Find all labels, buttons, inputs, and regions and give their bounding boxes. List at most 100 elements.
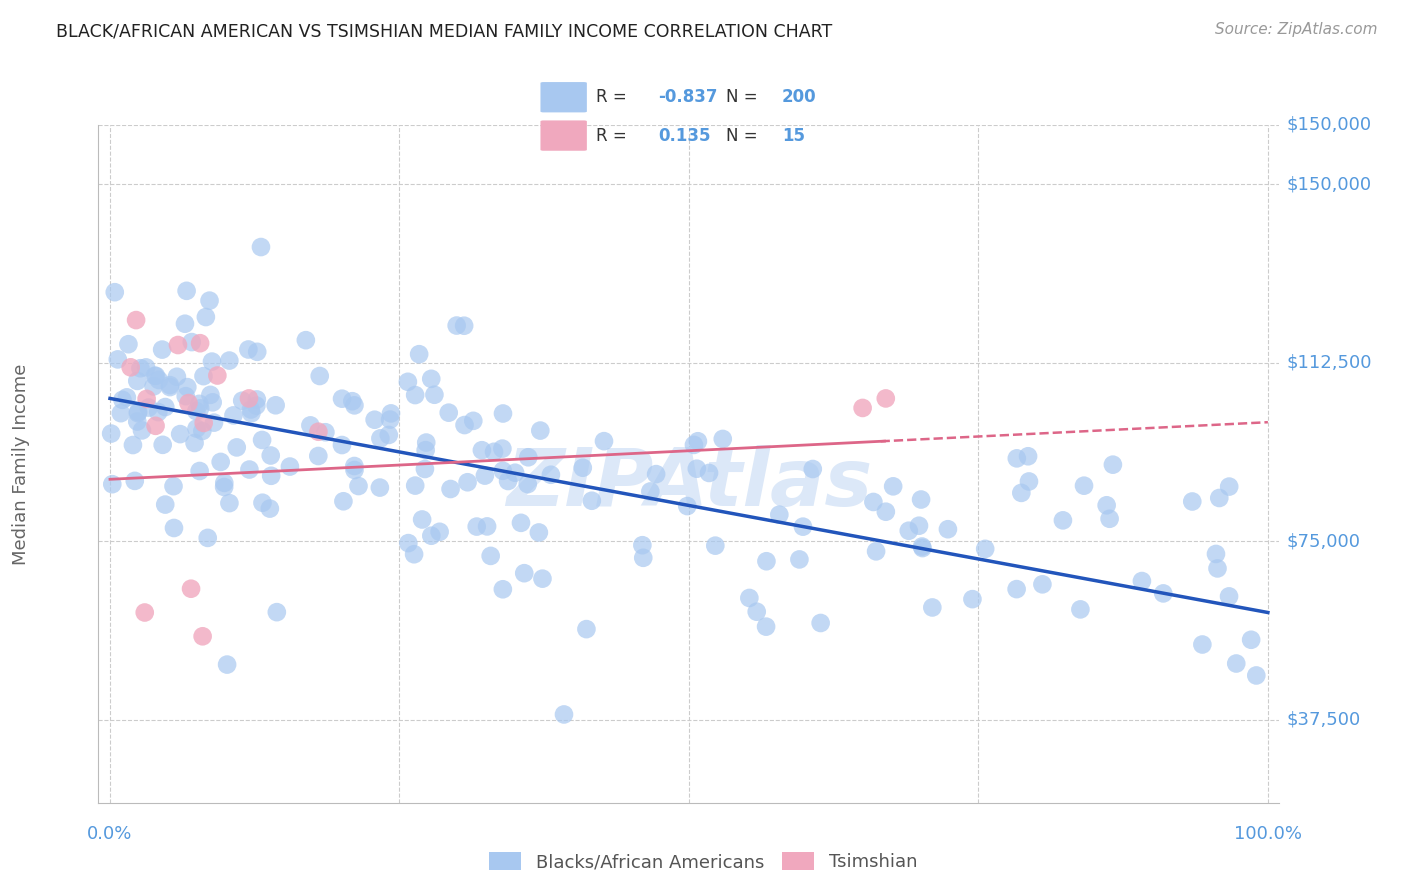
Point xyxy=(697,466,720,480)
Point xyxy=(100,426,122,441)
Point xyxy=(1102,458,1125,472)
Point xyxy=(148,373,170,387)
Point xyxy=(1218,590,1240,604)
Point xyxy=(453,418,475,433)
Point xyxy=(122,438,145,452)
Point xyxy=(197,531,219,545)
Point xyxy=(513,566,536,581)
Point xyxy=(159,378,181,392)
Point xyxy=(150,343,173,357)
Point xyxy=(531,572,554,586)
Point xyxy=(194,310,217,324)
Point xyxy=(491,442,513,456)
Text: 0.0%: 0.0% xyxy=(87,825,132,843)
Point xyxy=(295,333,318,347)
Point xyxy=(380,406,402,420)
Point xyxy=(1018,475,1040,489)
Point xyxy=(176,284,198,298)
Point xyxy=(865,544,887,558)
Point xyxy=(225,441,247,455)
Point xyxy=(115,390,138,404)
Text: $37,500: $37,500 xyxy=(1286,711,1361,729)
Text: $150,000: $150,000 xyxy=(1286,176,1372,194)
Point xyxy=(117,337,139,351)
Point xyxy=(120,360,142,375)
Point xyxy=(755,554,778,568)
Point xyxy=(1152,586,1174,600)
Point xyxy=(1073,478,1095,492)
Point xyxy=(408,347,430,361)
Point xyxy=(135,360,157,375)
Point xyxy=(188,336,211,351)
Text: $75,000: $75,000 xyxy=(1286,533,1361,550)
Point xyxy=(307,425,329,439)
Point xyxy=(104,285,127,300)
Point xyxy=(1052,513,1074,527)
Point xyxy=(962,592,984,607)
Point xyxy=(159,380,181,394)
Point xyxy=(330,392,353,406)
Point xyxy=(191,424,214,438)
Point xyxy=(148,405,170,419)
Point xyxy=(307,449,329,463)
Point xyxy=(332,494,354,508)
Point xyxy=(516,477,538,491)
Point xyxy=(343,398,366,412)
Point xyxy=(862,495,884,509)
Point xyxy=(110,406,132,420)
Point xyxy=(482,444,505,458)
Point xyxy=(439,482,461,496)
Point xyxy=(1031,577,1053,591)
Point xyxy=(125,313,148,327)
Point xyxy=(974,541,997,556)
Point xyxy=(238,392,260,406)
Point xyxy=(238,462,260,476)
Point xyxy=(882,479,904,493)
Point xyxy=(921,600,943,615)
Point xyxy=(167,338,190,352)
FancyBboxPatch shape xyxy=(540,120,586,151)
Point xyxy=(593,434,616,449)
Point xyxy=(201,395,224,409)
Text: ZIPAtlas: ZIPAtlas xyxy=(506,445,872,524)
Point xyxy=(463,414,485,428)
Point xyxy=(246,392,269,407)
Point xyxy=(188,397,211,411)
Point xyxy=(378,428,401,442)
Point xyxy=(240,406,263,420)
Point xyxy=(260,449,283,463)
Point xyxy=(908,518,931,533)
Point xyxy=(264,398,287,412)
Point xyxy=(188,464,211,478)
Point xyxy=(250,240,273,254)
Point xyxy=(911,541,934,555)
Point xyxy=(755,620,778,634)
Point xyxy=(1098,512,1121,526)
Point xyxy=(852,401,875,415)
Point xyxy=(510,516,533,530)
Point xyxy=(704,539,727,553)
Point xyxy=(420,372,443,386)
Point xyxy=(453,318,475,333)
Point xyxy=(1005,451,1028,466)
Point xyxy=(266,605,288,619)
Point xyxy=(299,418,322,433)
Point xyxy=(471,443,494,458)
Text: R =: R = xyxy=(596,127,627,145)
Point xyxy=(252,496,274,510)
Point xyxy=(1069,602,1091,616)
Point xyxy=(801,462,824,476)
Point xyxy=(633,550,655,565)
Text: 100.0%: 100.0% xyxy=(1234,825,1302,843)
Point xyxy=(496,474,519,488)
Point xyxy=(517,450,540,465)
Point xyxy=(640,484,662,499)
Point xyxy=(378,412,401,426)
Point xyxy=(308,369,330,384)
Point xyxy=(198,293,221,308)
Point xyxy=(676,499,699,513)
Point xyxy=(193,416,215,430)
Legend: Blacks/African Americans, Tsimshian: Blacks/African Americans, Tsimshian xyxy=(481,846,925,879)
Point xyxy=(1130,574,1153,588)
Point xyxy=(527,525,550,540)
